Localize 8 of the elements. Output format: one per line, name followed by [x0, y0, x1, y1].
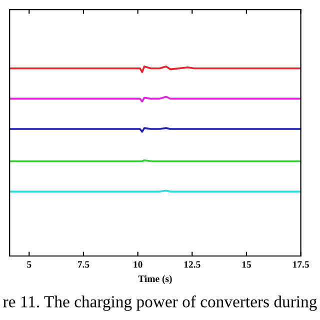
x-axis-title: Time (s): [138, 275, 172, 284]
x-tick-label: 7.5: [78, 261, 90, 268]
x-tick-label: 12.5: [184, 261, 200, 268]
x-tick-label: 17.5: [293, 261, 309, 268]
text: re 11. The charging power of converters during: [3, 295, 317, 311]
x-tick-label: 5: [27, 261, 32, 268]
x-tick-label: 10: [134, 261, 142, 268]
x-tick-label: 15: [242, 261, 251, 268]
